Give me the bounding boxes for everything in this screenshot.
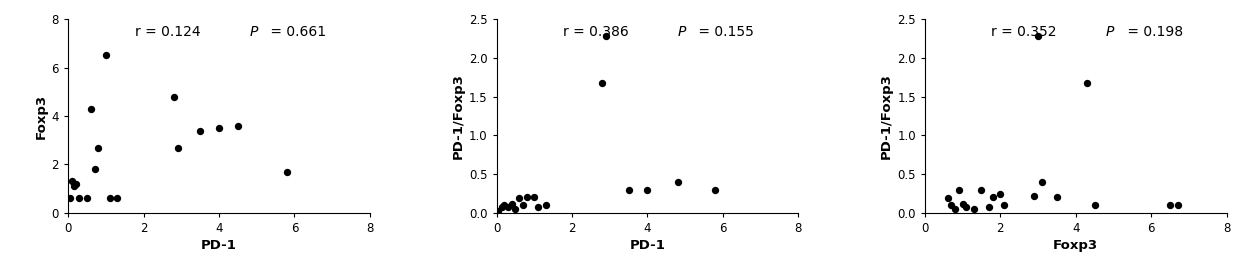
Text: r = 0.386: r = 0.386: [563, 25, 628, 39]
X-axis label: Foxp3: Foxp3: [1053, 239, 1098, 252]
Point: [971, 188, 991, 192]
Point: [528, 204, 548, 209]
Point: [494, 203, 514, 207]
Point: [498, 204, 518, 209]
Point: [964, 207, 984, 211]
Point: [228, 123, 248, 128]
Point: [81, 106, 100, 111]
Point: [524, 195, 544, 200]
Point: [95, 53, 115, 58]
Point: [668, 180, 688, 184]
Point: [1025, 194, 1044, 198]
Point: [69, 196, 89, 201]
Point: [1160, 203, 1180, 207]
Text: = 0.155: = 0.155: [694, 25, 755, 39]
Text: P: P: [249, 25, 258, 39]
Point: [66, 182, 85, 186]
Point: [64, 184, 84, 188]
Point: [191, 128, 211, 133]
Y-axis label: PD-1/Foxp3: PD-1/Foxp3: [880, 73, 893, 159]
Point: [492, 204, 512, 209]
Point: [596, 34, 616, 38]
Point: [88, 145, 108, 150]
Point: [502, 201, 522, 206]
Point: [517, 195, 536, 200]
Point: [62, 179, 82, 184]
Point: [1167, 203, 1187, 207]
Point: [164, 94, 183, 99]
Point: [509, 196, 529, 200]
Point: [1047, 195, 1067, 200]
Point: [209, 126, 229, 130]
Point: [953, 201, 973, 206]
Point: [77, 196, 97, 201]
Text: = 0.198: = 0.198: [1123, 25, 1183, 39]
Point: [1032, 180, 1052, 184]
Point: [618, 188, 638, 192]
Point: [278, 170, 297, 174]
Point: [506, 207, 525, 211]
Text: P: P: [678, 25, 686, 39]
Point: [979, 204, 999, 209]
Point: [957, 204, 976, 209]
Point: [638, 188, 658, 192]
Point: [535, 203, 555, 207]
Text: r = 0.352: r = 0.352: [991, 25, 1057, 39]
Point: [167, 145, 187, 150]
Point: [513, 203, 533, 207]
Y-axis label: Foxp3: Foxp3: [35, 93, 47, 139]
Point: [592, 81, 612, 85]
Point: [994, 203, 1014, 207]
Point: [938, 196, 958, 200]
Point: [108, 196, 128, 201]
Point: [84, 167, 104, 171]
Point: [1077, 81, 1097, 85]
Text: = 0.661: = 0.661: [265, 25, 326, 39]
Text: P: P: [1106, 25, 1114, 39]
Point: [990, 191, 1010, 196]
X-axis label: PD-1: PD-1: [629, 239, 665, 252]
Y-axis label: PD-1/Foxp3: PD-1/Foxp3: [452, 73, 465, 159]
Point: [1084, 203, 1104, 207]
Point: [1028, 34, 1048, 38]
Point: [488, 209, 508, 213]
Point: [983, 195, 1002, 200]
X-axis label: PD-1: PD-1: [201, 239, 237, 252]
Point: [945, 207, 965, 211]
Text: r = 0.124: r = 0.124: [135, 25, 201, 39]
Point: [942, 203, 961, 207]
Point: [705, 188, 725, 192]
Point: [99, 196, 119, 201]
Point: [61, 196, 81, 201]
Point: [949, 188, 969, 192]
